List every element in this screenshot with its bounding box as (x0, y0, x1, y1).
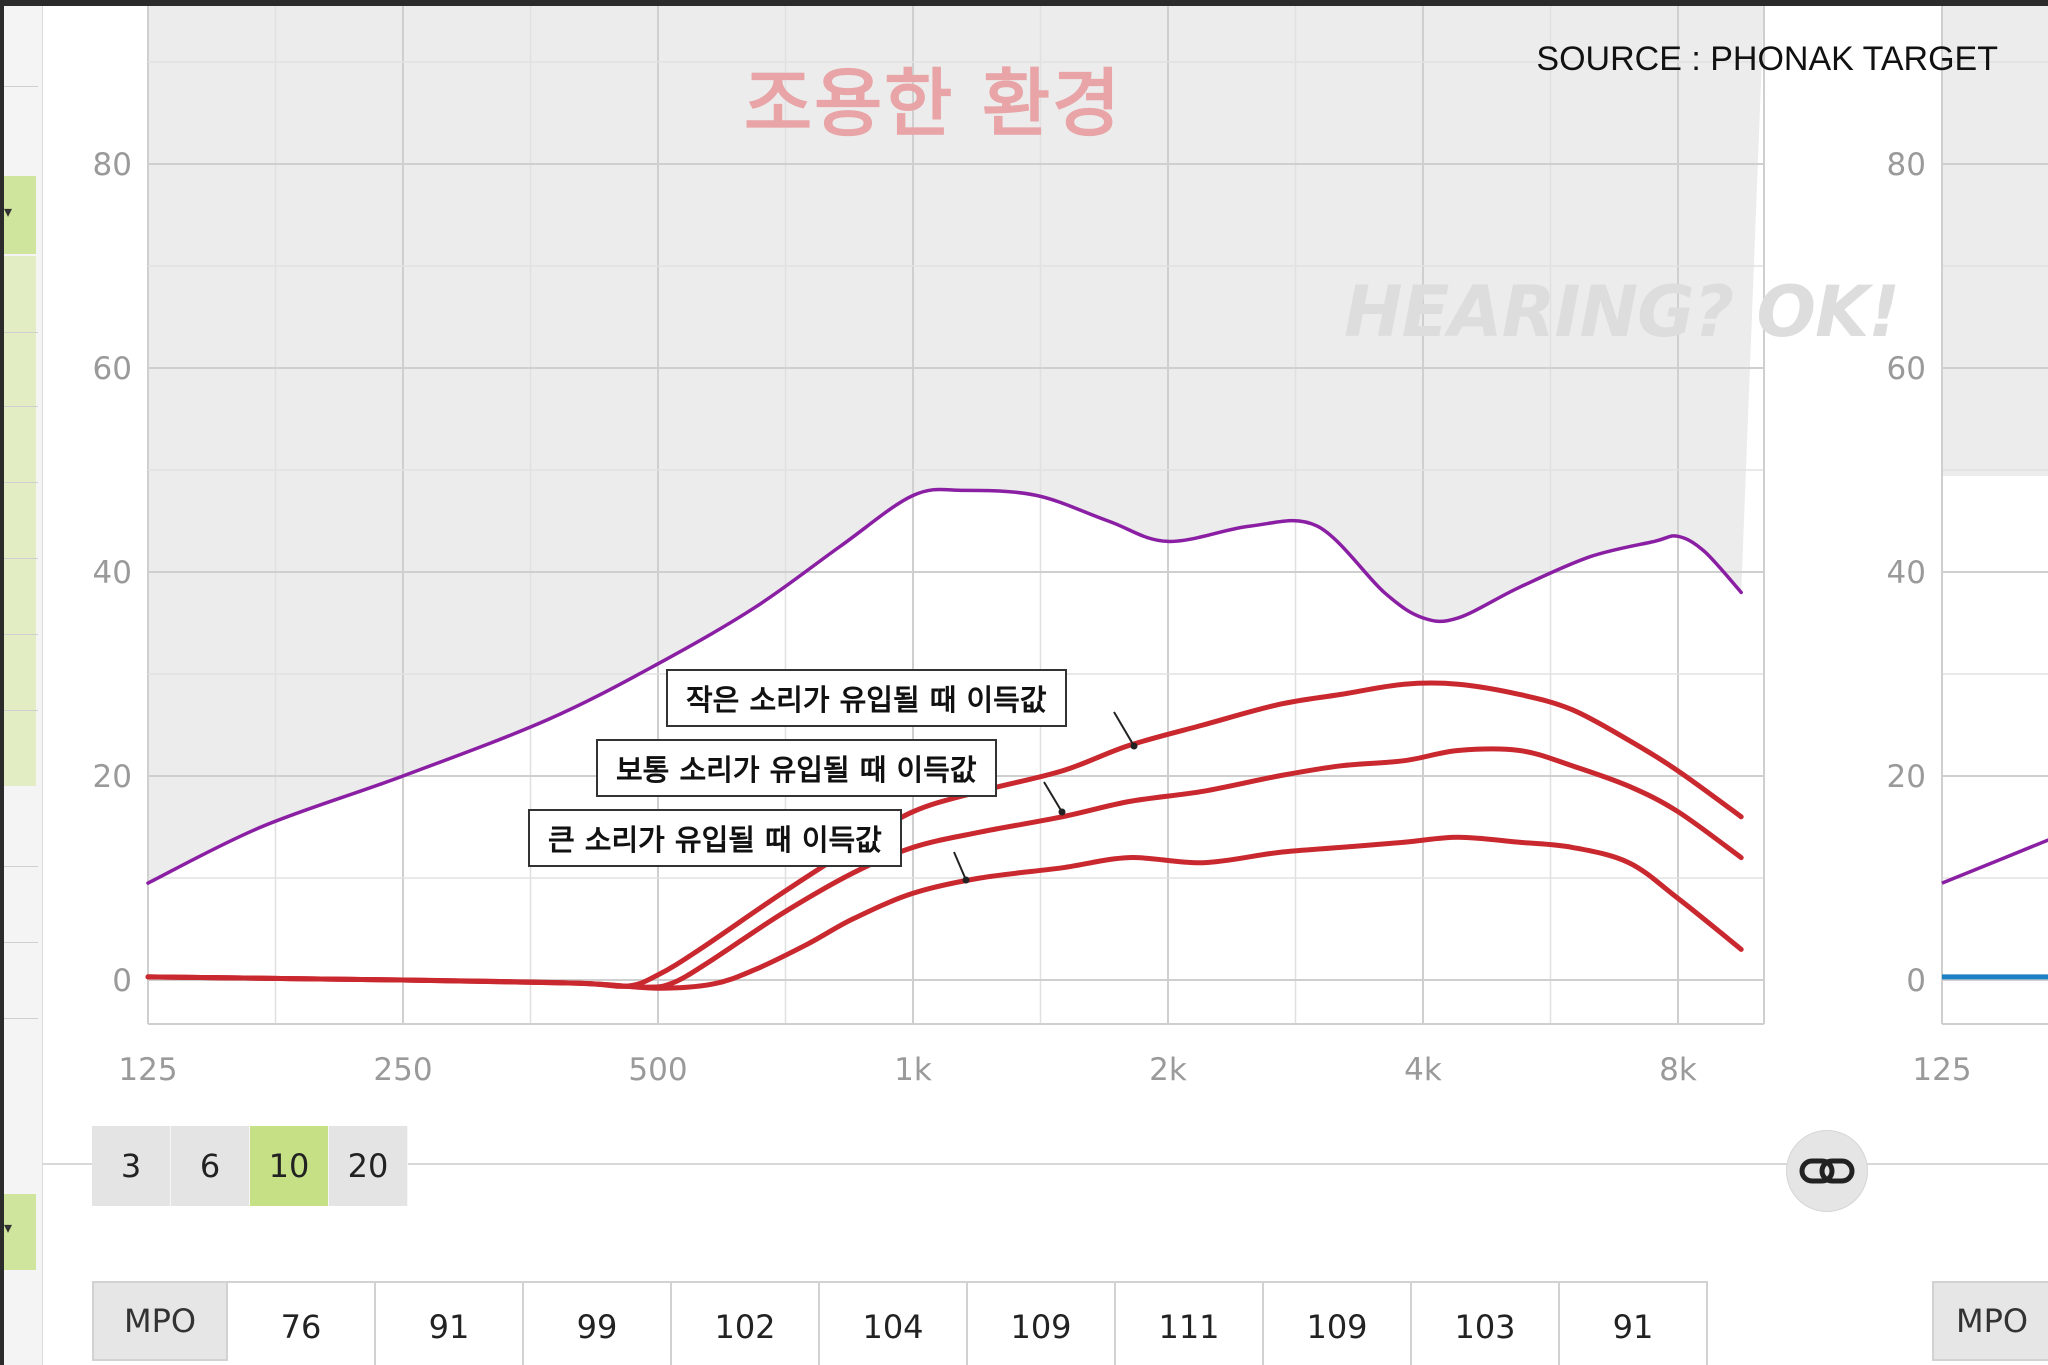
mpo-value-cell[interactable]: 99 (524, 1281, 672, 1365)
mpo-shaded-region (148, 6, 1764, 884)
mpo-value-cell[interactable]: 104 (820, 1281, 968, 1365)
y-tick-label: 0 (112, 963, 132, 999)
y-tick-label: 40 (93, 555, 132, 591)
chart-series (145, 487, 1744, 991)
y-tick-label: 20 (93, 759, 132, 795)
mpo-value-cell[interactable]: 91 (1560, 1281, 1708, 1365)
mpo-value-cell[interactable]: 76 (228, 1281, 376, 1365)
right-y-tick-label: 20 (1887, 759, 1926, 795)
strip-divider (4, 942, 38, 943)
strip-divider (4, 1018, 38, 1019)
callout-loud-gain: 큰 소리가 유입될 때 이득값 (528, 809, 902, 867)
mpo-value-cell[interactable]: 109 (968, 1281, 1116, 1365)
plot-shading (148, 6, 1764, 1024)
chevron-down-icon: ▾ (4, 202, 13, 221)
callout-medium-gain: 보통 소리가 유입될 때 이득값 (596, 739, 997, 797)
scenario-title: 조용한 환경 (744, 61, 1123, 147)
y-tick-label: 60 (93, 351, 132, 387)
x-tick-label: 125 (118, 1052, 177, 1088)
right-chart-panel: 0 20 40 60 80 125 (1887, 6, 2048, 1088)
gain-chart: 0 20 40 60 80 125 250 500 1k 2k 4k 8k 0 20 40 60 80 125 (42, 6, 2048, 1165)
callout-leader-line (953, 851, 967, 881)
mpo-value-cell[interactable]: 103 (1412, 1281, 1560, 1365)
callout-soft-gain: 작은 소리가 유입될 때 이득값 (666, 669, 1067, 727)
mpo-value-cell[interactable]: 102 (672, 1281, 820, 1365)
strip-selected-row-lower[interactable] (4, 1194, 36, 1270)
mpo-value-cell[interactable]: 111 (1116, 1281, 1264, 1365)
strip-divider (4, 634, 38, 635)
strip-divider (4, 482, 38, 483)
series-mpo-line (146, 487, 1743, 885)
strip-divider (4, 558, 38, 559)
right-y-tick-label: 60 (1887, 351, 1926, 387)
source-label: SOURCE : PHONAK TARGET (1536, 40, 1998, 78)
mpo-label: MPO (92, 1281, 228, 1361)
right-series-mpo-line (1941, 838, 2048, 885)
right-y-tick-label: 0 (1906, 963, 1926, 999)
strip-selected-row[interactable] (4, 176, 36, 254)
y-axis-labels: 0 20 40 60 80 (93, 147, 132, 999)
smoothing-option-3[interactable]: 3 (92, 1126, 171, 1206)
x-tick-label: 500 (628, 1052, 687, 1088)
y-tick-label: 80 (93, 147, 132, 183)
callout-leader-line (1113, 711, 1135, 747)
callout-leader-dot (1130, 742, 1138, 750)
smoothing-option-10[interactable]: 10 (250, 1126, 329, 1206)
x-tick-label: 4k (1404, 1052, 1442, 1088)
right-x-tick-label: 125 (1912, 1052, 1971, 1088)
callout-leader-dot (1058, 808, 1066, 816)
mpo-value-cell[interactable]: 109 (1264, 1281, 1412, 1365)
watermark: HEARING? OK! (1344, 271, 1900, 353)
callout-leader-line (1043, 781, 1063, 813)
mpo-label-right: MPO (1932, 1281, 2048, 1361)
x-axis-labels: 125 250 500 1k 2k 4k 8k (118, 1052, 1696, 1088)
right-y-tick-label: 40 (1887, 555, 1926, 591)
smoothing-option-6[interactable]: 6 (171, 1126, 250, 1206)
x-tick-label: 250 (373, 1052, 432, 1088)
strip-divider (4, 86, 38, 87)
mpo-row: MPO 76 91 99 102 104 109 111 109 103 91 (92, 1281, 1708, 1365)
x-tick-label: 2k (1149, 1052, 1187, 1088)
strip-highlight (4, 256, 36, 786)
mpo-value-cell[interactable]: 91 (376, 1281, 524, 1365)
link-ears-button[interactable] (1786, 1130, 1868, 1212)
left-side-panel: ▾ ▾ (4, 6, 43, 1365)
strip-divider (4, 866, 38, 867)
smoothing-selector: 3 6 10 20 (92, 1126, 408, 1206)
smoothing-option-20[interactable]: 20 (329, 1126, 408, 1206)
callout-leader-dot (962, 876, 970, 884)
strip-divider (4, 406, 38, 407)
x-tick-label: 1k (894, 1052, 932, 1088)
right-y-tick-label: 80 (1887, 147, 1926, 183)
link-icon (1799, 1158, 1855, 1184)
app-window: ▾ ▾ 0 20 40 60 80 125 250 500 1k 2k 4k 8k 0 20 40 60 8… (4, 6, 2048, 1365)
chevron-down-icon: ▾ (4, 1218, 13, 1237)
strip-divider (4, 332, 38, 333)
strip-divider (4, 710, 38, 711)
callout-leaders (953, 711, 1138, 884)
x-tick-label: 8k (1659, 1052, 1697, 1088)
right-shaded-region (1942, 6, 2048, 476)
series-loud-line (145, 834, 1744, 991)
